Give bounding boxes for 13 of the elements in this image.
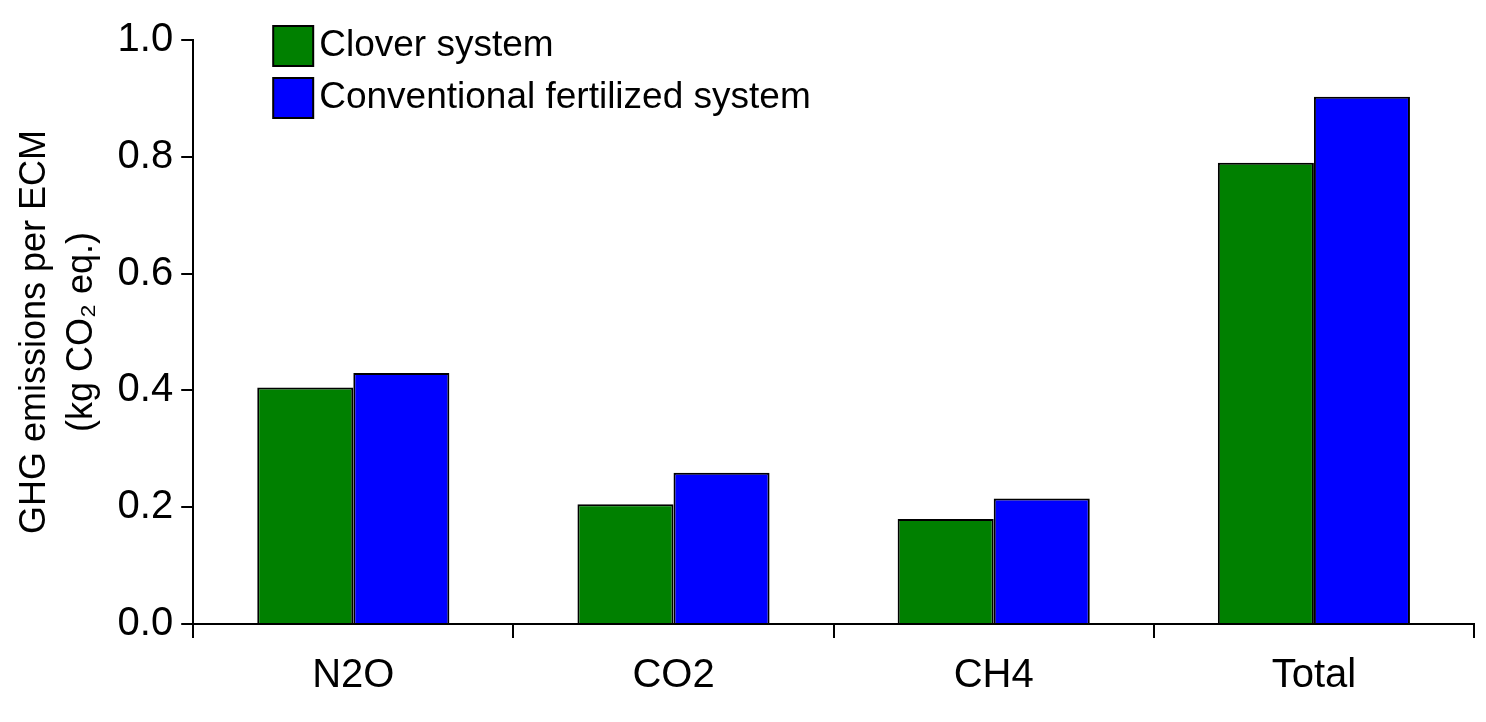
y-tick-label: 0.8: [117, 131, 174, 176]
y-tick-label: 0.4: [117, 365, 174, 410]
legend-label: Conventional fertilized system: [319, 75, 811, 117]
y-tick-label: 0.6: [117, 248, 174, 293]
y-axis-title: GHG emissions per ECM (kg CO₂ eq.): [12, 129, 101, 535]
x-tick-label: CO2: [632, 651, 715, 696]
legend-label: Clover system: [319, 23, 554, 65]
x-tick-label: CH4: [953, 651, 1034, 696]
y-tick-label: 1.0: [117, 15, 174, 60]
y-tick-label: 0.2: [117, 482, 174, 527]
y-tick-label: 0.0: [117, 599, 174, 644]
x-tick-label: Total: [1271, 651, 1357, 696]
x-tick-label: N2O: [312, 651, 395, 696]
